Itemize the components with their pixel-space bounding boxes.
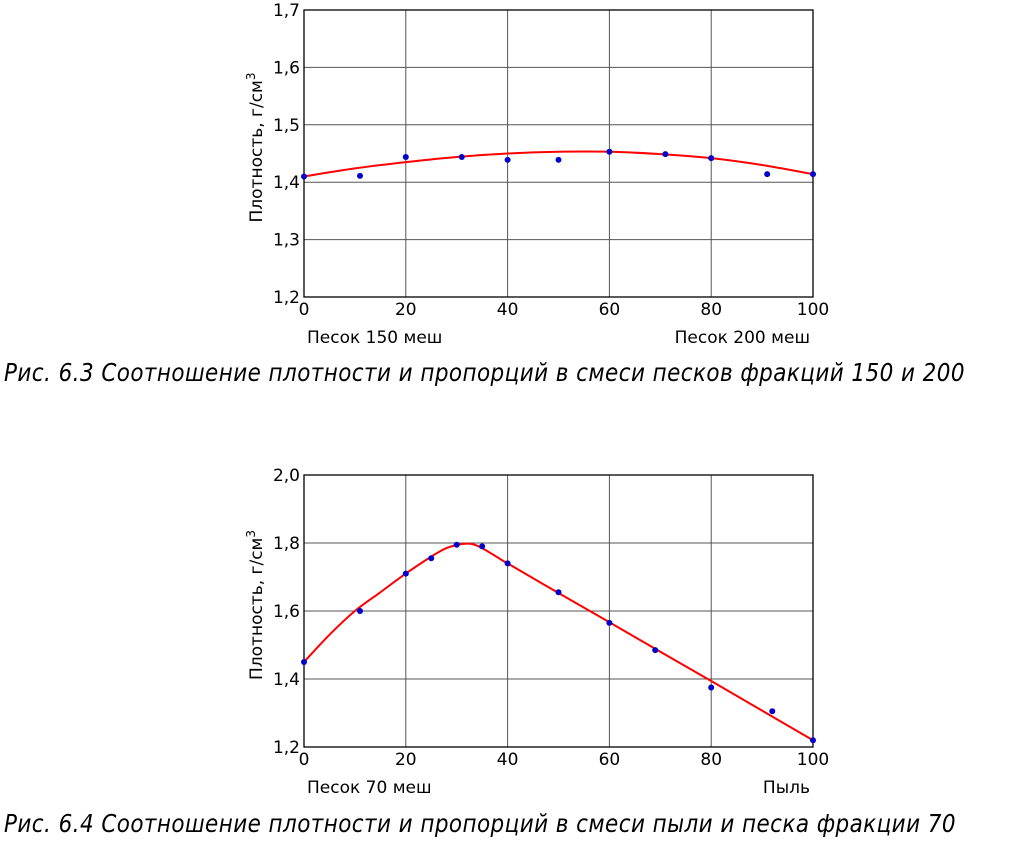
data-point <box>708 684 715 691</box>
x-tick-label: 80 <box>700 750 722 770</box>
plot-frame <box>303 474 814 748</box>
fit-curve <box>303 542 814 742</box>
data-point <box>708 155 715 162</box>
data-point <box>606 619 613 626</box>
fit-curve <box>303 150 814 178</box>
data-point <box>810 737 816 744</box>
y-tick-label: 1,4 <box>273 670 300 690</box>
y-axis-label-text: Плотность, г/см <box>247 80 267 222</box>
data-point <box>810 171 816 178</box>
data-point <box>555 156 562 163</box>
y-tick-label: 1,3 <box>273 231 300 251</box>
x-tick-label: 20 <box>395 300 417 320</box>
data-point <box>301 659 307 665</box>
data-point <box>301 173 307 180</box>
y-axis-label: Плотность, г/см3 <box>244 72 267 222</box>
data-point <box>764 171 771 178</box>
x-left-end-label: Песок 150 меш <box>307 328 442 348</box>
data-point <box>606 148 613 155</box>
x-tick-label: 0 <box>299 750 310 770</box>
x-tick-label: 60 <box>599 750 621 770</box>
data-point <box>555 589 562 596</box>
data-point <box>479 543 486 550</box>
y-tick-label: 1,2 <box>273 288 300 308</box>
y-axis-label-text: Плотность, г/см <box>247 538 267 680</box>
y-tick-label: 1,4 <box>273 173 300 193</box>
data-point <box>402 570 409 577</box>
data-point <box>652 647 659 654</box>
x-tick-label: 0 <box>299 300 310 320</box>
figure-caption-6-4: Рис. 6.4 Соотношение плотности и пропорц… <box>4 809 956 838</box>
data-point <box>356 608 363 614</box>
y-tick-label: 1,2 <box>273 738 300 758</box>
x-tick-label: 40 <box>497 750 519 770</box>
x-tick-label: 100 <box>797 300 829 320</box>
plot-frame <box>303 9 814 298</box>
x-tick-label: 80 <box>700 300 722 320</box>
data-point <box>356 172 363 179</box>
x-tick-label: 60 <box>599 300 621 320</box>
data-point <box>402 153 409 160</box>
data-point <box>458 153 465 160</box>
data-point <box>453 541 460 548</box>
data-point <box>769 708 776 715</box>
data-point <box>428 555 435 562</box>
data-point <box>504 156 511 163</box>
chart-figure-6-3: 0 20 40 60 80 100 1,2 1,3 1,4 1,5 1,6 1,7 Плотность,… <box>0 0 1024 410</box>
data-point <box>662 151 669 158</box>
x-left-end-label: Песок 70 меш <box>307 778 432 798</box>
y-axis-label-superscript: 3 <box>244 530 258 538</box>
y-axis-label-superscript: 3 <box>244 72 258 80</box>
data-point <box>504 560 511 567</box>
x-tick-label: 100 <box>797 750 829 770</box>
y-tick-label: 1,7 <box>273 1 300 21</box>
chart-plot-6-3: 0 20 40 60 80 100 1,2 1,3 1,4 1,5 1,6 1,7 Плотность,… <box>244 1 829 348</box>
y-tick-label: 1,6 <box>273 58 300 78</box>
y-tick-label: 1,5 <box>273 116 300 136</box>
y-tick-label: 1,8 <box>273 534 300 554</box>
figure-caption-6-3: Рис. 6.3 Соотношение плотности и пропорц… <box>4 358 966 387</box>
chart-figure-6-4: 0 20 40 60 80 100 1,2 1,4 1,6 1,8 2,0 Плотность, г/… <box>0 455 1024 848</box>
x-right-end-label: Песок 200 меш <box>675 328 810 348</box>
x-tick-label: 20 <box>395 750 417 770</box>
x-tick-label: 40 <box>497 300 519 320</box>
y-tick-label: 2,0 <box>273 466 300 486</box>
chart-plot-6-4: 0 20 40 60 80 100 1,2 1,4 1,6 1,8 2,0 Плотность, г/… <box>244 466 829 798</box>
y-axis-label: Плотность, г/см3 <box>244 530 267 680</box>
x-right-end-label: Пыль <box>763 778 810 798</box>
y-tick-label: 1,6 <box>273 602 300 622</box>
